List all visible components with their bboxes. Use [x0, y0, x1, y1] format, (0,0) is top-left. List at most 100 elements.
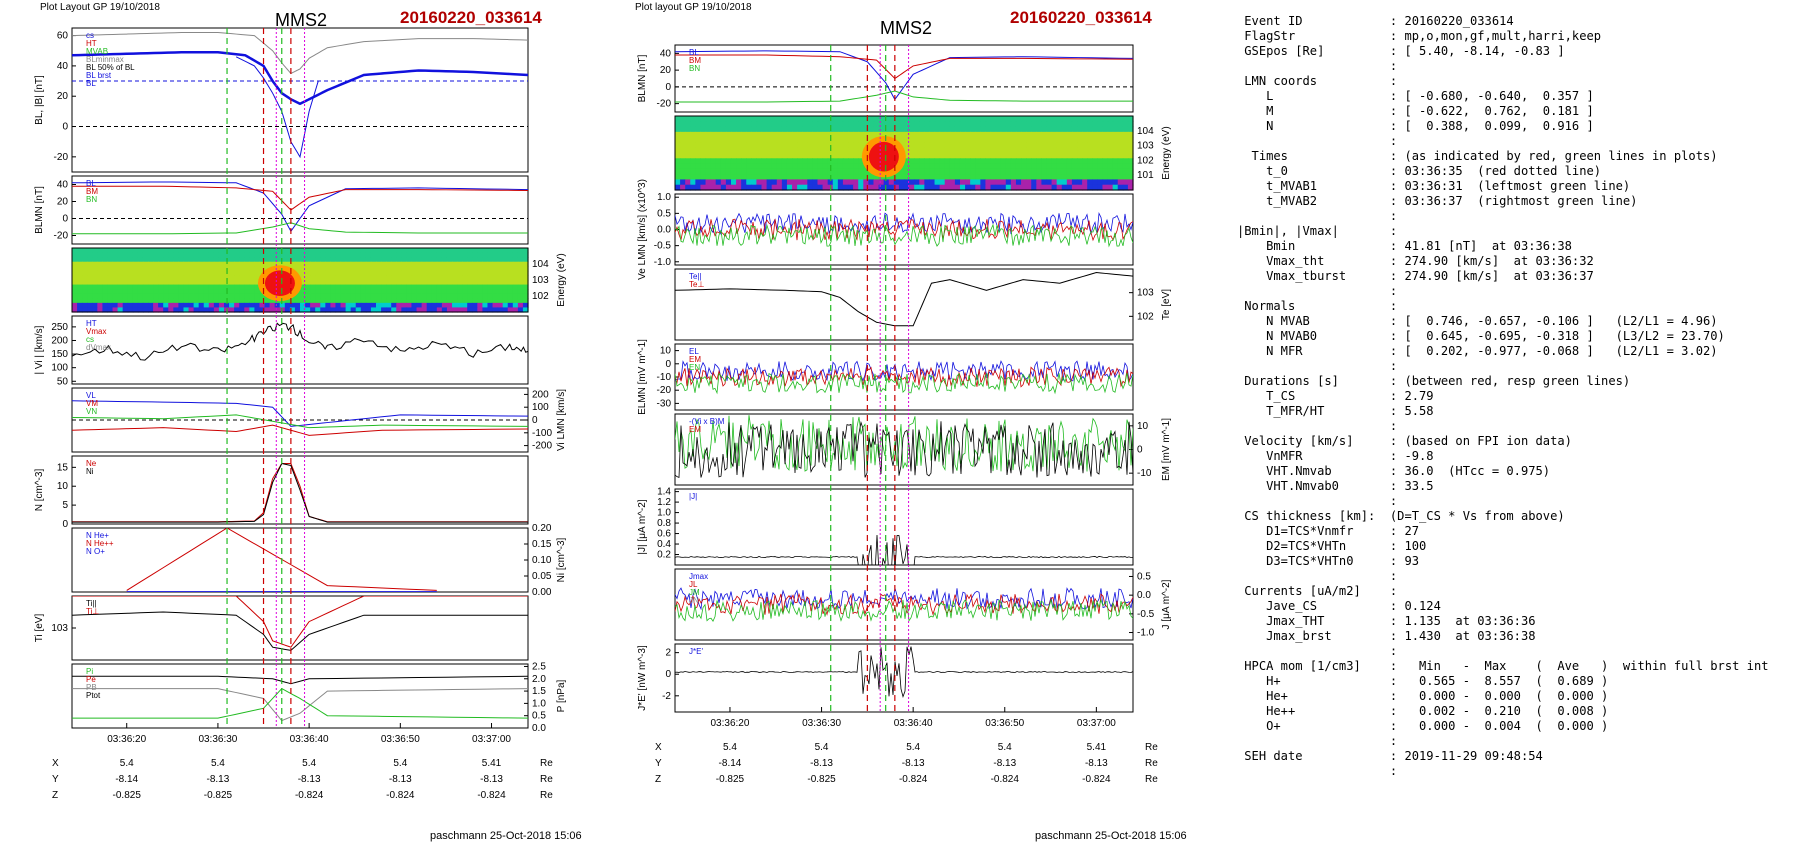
spectrogram-cell [1122, 174, 1129, 181]
info-line: He+ : 0.000 - 0.000 ( 0.000 ) [1266, 689, 1609, 703]
spectrogram-cell [771, 126, 778, 133]
spectrogram-cell [939, 137, 946, 144]
spectrogram-cell [244, 302, 250, 309]
spectrogram-cell [462, 280, 468, 286]
spectrogram-cell [690, 121, 696, 128]
spectrogram-cell [163, 307, 169, 313]
spectrogram-cell [300, 266, 306, 272]
spectrogram-cell [249, 302, 255, 309]
spectrogram-cell [441, 302, 448, 309]
spectrogram-cell [893, 174, 900, 181]
spectrogram-cell [858, 174, 864, 181]
spectrogram-cell [756, 174, 763, 181]
spectrogram-cell [249, 284, 255, 290]
spectrogram-cell [234, 280, 240, 286]
spectrogram-cell [203, 252, 210, 258]
series-line [675, 211, 1133, 236]
y-tick-label: 0 [665, 82, 671, 93]
spectrogram-cell [939, 153, 946, 159]
spectrogram-cell [985, 184, 992, 191]
spectrogram-cell [289, 257, 296, 263]
spectrogram-cell [188, 261, 195, 267]
spectrogram-cell [924, 174, 931, 181]
spectrogram-cell [715, 116, 722, 122]
spectrogram-cell [426, 266, 433, 272]
spectrogram-cell [325, 298, 331, 304]
spectrogram-cell [1010, 147, 1017, 154]
spectrogram-cell [1112, 168, 1119, 175]
spectrogram-cell [863, 126, 869, 133]
series-line [675, 598, 1133, 622]
spectrogram-cell [517, 302, 524, 309]
spectrogram-cell [675, 137, 681, 144]
spectrogram-cell [1071, 142, 1078, 149]
spectrogram-cell [975, 137, 981, 144]
spectrogram-cell [1087, 158, 1093, 165]
spectrogram-cell [786, 116, 793, 122]
spectrogram-cell [77, 284, 83, 290]
spectrogram-cell [832, 163, 839, 170]
spectrogram-cell [975, 168, 981, 175]
spectrogram-cell [924, 142, 931, 149]
spectrogram-cell [695, 126, 702, 133]
spectrogram-cell [888, 116, 895, 122]
y-axis-label: Ve LMN [km/s] (x10^3) [637, 179, 648, 280]
spectrogram-cell [391, 275, 397, 281]
spectrogram-cell [949, 179, 956, 186]
spectrogram-cell [853, 168, 859, 175]
spectrogram-cell [685, 137, 691, 144]
legend-entry: BN [86, 195, 97, 204]
spectrogram-cell [487, 298, 494, 304]
spectrogram-cell [158, 248, 164, 254]
spectrogram-cell [441, 257, 448, 263]
spectrogram-cell [1082, 184, 1088, 191]
spectrogram-cell [132, 280, 139, 286]
spectrogram-cell [457, 270, 463, 277]
spectrogram-cell [914, 147, 920, 154]
spectrogram-cell [77, 302, 83, 309]
spectrogram-cell [771, 163, 778, 170]
spectrogram-cell [401, 293, 407, 299]
spectrogram-cell [990, 147, 997, 154]
spectrogram-cell [919, 116, 925, 122]
spectrogram-cell [249, 280, 255, 286]
spectrogram-cell [832, 174, 839, 181]
spectrogram-cell [720, 121, 727, 128]
spectrogram-cell [842, 174, 849, 181]
spectrogram-cell [396, 302, 402, 309]
spectrogram-cell [117, 307, 124, 313]
spectrogram-cell [72, 302, 78, 309]
info-line: O+ : 0.000 - 0.004 ( 0.000 ) [1266, 719, 1609, 733]
spectrogram-cell [244, 293, 250, 299]
spectrogram-cell [97, 266, 103, 272]
info-line: D3=TCS*VHTn0 : 93 [1266, 554, 1420, 568]
spectrogram-cell [426, 261, 433, 267]
legend-entry: Jmax [689, 572, 708, 581]
spectrogram-cell [756, 137, 763, 144]
spectrogram-cell [411, 248, 418, 254]
spectrogram-cell [421, 261, 428, 267]
spectrogram-cell [817, 153, 824, 159]
spectrogram-cell [360, 298, 367, 304]
spectrogram-cell [441, 298, 448, 304]
spectrogram-cell [305, 248, 311, 254]
spectrogram-cell [340, 266, 347, 272]
spectrogram-cell [472, 252, 478, 258]
spectrogram-cell [416, 257, 423, 263]
spectrogram-cell [497, 289, 504, 295]
spectrogram-cell [792, 158, 798, 165]
spectrogram-cell [320, 252, 326, 258]
spectrogram-cell [1107, 131, 1114, 138]
spectrogram-cell [766, 137, 773, 144]
spectrogram-cell [786, 179, 793, 186]
spectrogram-cell [462, 270, 468, 277]
spectrogram-cell [919, 147, 925, 154]
spectrogram-cell [695, 179, 702, 186]
spectrogram-cell [741, 126, 747, 133]
spectrogram-cell [269, 261, 276, 267]
spectrogram-cell [1102, 179, 1109, 186]
spectrogram-cell [771, 116, 778, 122]
spectrogram-cell [512, 257, 519, 263]
spectrogram-cell [340, 280, 347, 286]
